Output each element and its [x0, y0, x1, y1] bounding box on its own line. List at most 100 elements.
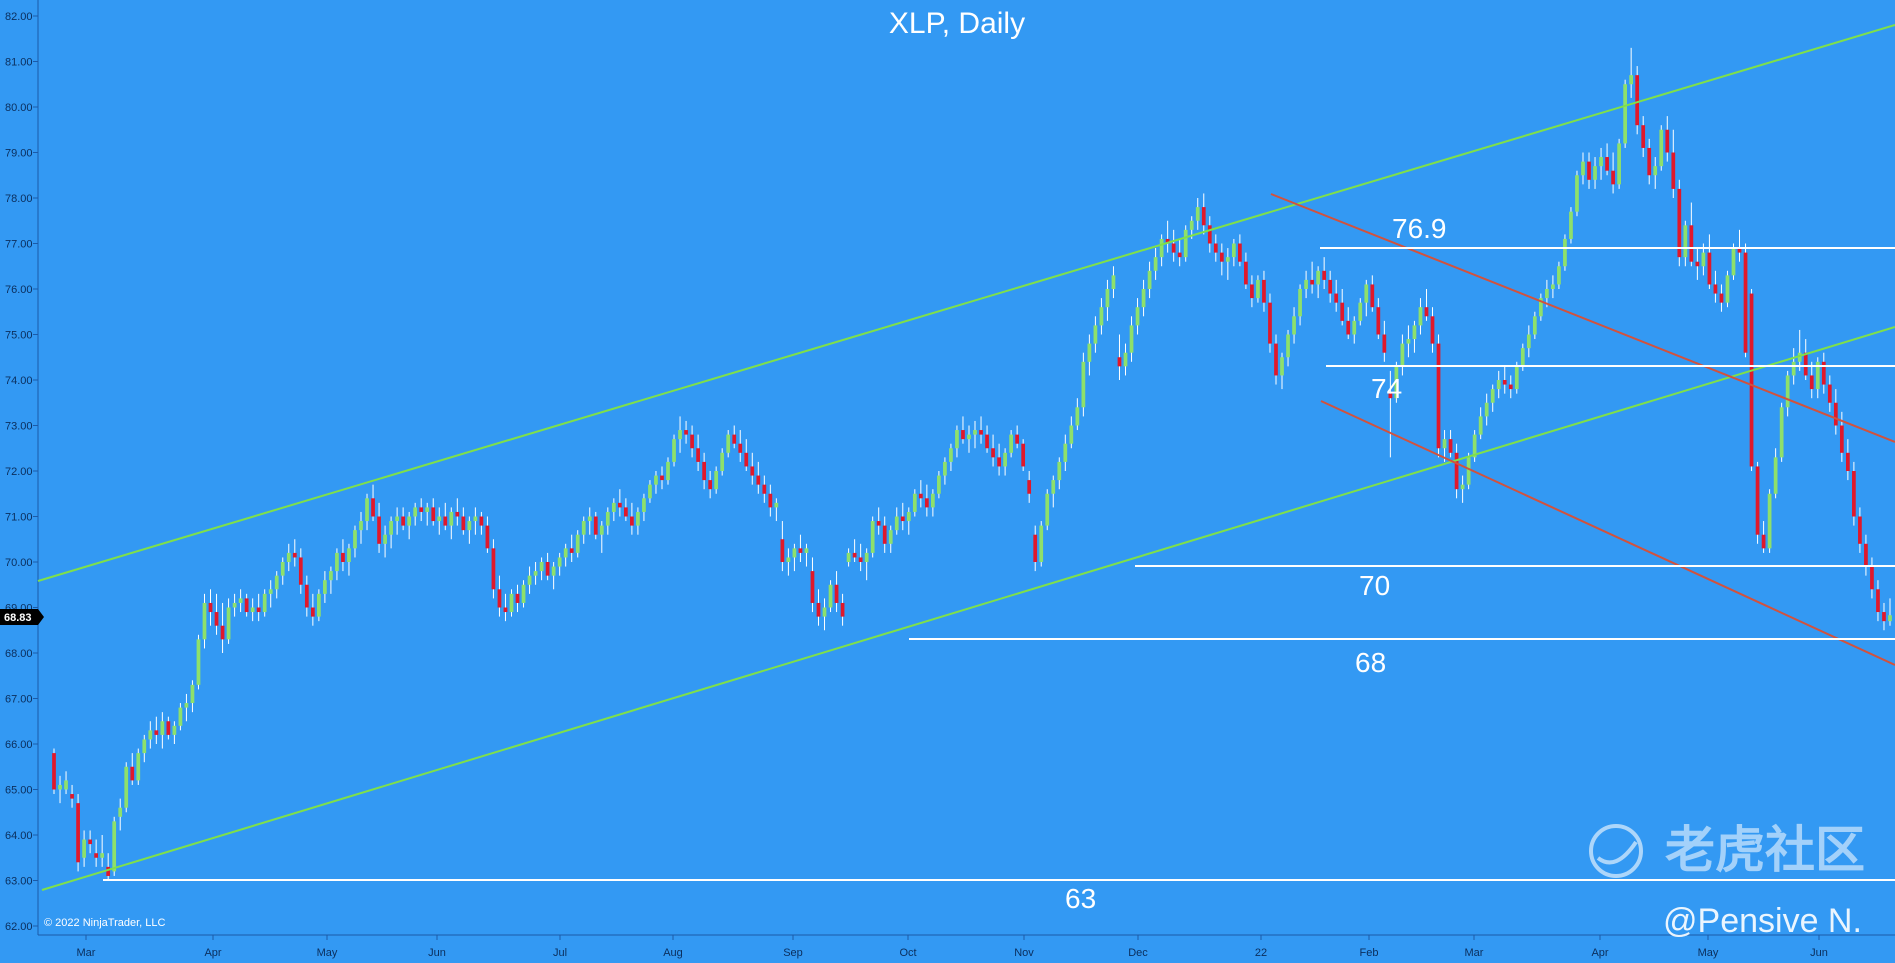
candle-body-down[interactable]	[1743, 252, 1748, 353]
candle-body-down[interactable]	[1328, 279, 1333, 294]
candle-body-up[interactable]	[286, 552, 291, 562]
candle-body-down[interactable]	[515, 593, 520, 603]
candle-body-down[interactable]	[1707, 252, 1712, 285]
candle-body-down[interactable]	[1430, 316, 1435, 344]
candle-body-down[interactable]	[1882, 612, 1886, 622]
candle-body-up[interactable]	[1286, 334, 1290, 358]
candle-body-up[interactable]	[1599, 157, 1603, 167]
candle-body-down[interactable]	[1262, 279, 1266, 303]
candle-body-down[interactable]	[1587, 161, 1591, 180]
candle-body-down[interactable]	[1845, 452, 1850, 471]
candle-body-up[interactable]	[1231, 243, 1236, 258]
candle-body-up[interactable]	[1135, 307, 1140, 326]
candle-body-up[interactable]	[1298, 289, 1302, 317]
candle-body-up[interactable]	[943, 461, 947, 476]
candle-body-up[interactable]	[1797, 352, 1802, 362]
candle-body-up[interactable]	[1081, 361, 1086, 408]
candle-body-up[interactable]	[202, 602, 207, 640]
candle-body-down[interactable]	[834, 584, 839, 603]
candle-body-up[interactable]	[726, 434, 731, 453]
candle-body-down[interactable]	[52, 753, 56, 790]
candle-body-up[interactable]	[1069, 425, 1074, 444]
candle-body-up[interactable]	[605, 511, 610, 526]
candle-body-down[interactable]	[702, 461, 706, 481]
candle-body-up[interactable]	[1141, 289, 1146, 308]
candle-body-up[interactable]	[955, 430, 959, 449]
candle-body-up[interactable]	[1394, 366, 1399, 399]
candle-body-down[interactable]	[1870, 566, 1874, 590]
candle-body-up[interactable]	[1364, 284, 1369, 303]
candle-body-down[interactable]	[1833, 402, 1838, 426]
candle-body-down[interactable]	[780, 539, 785, 562]
candle-body-up[interactable]	[1593, 166, 1597, 180]
candle-body-down[interactable]	[419, 507, 424, 512]
candle-body-up[interactable]	[1418, 307, 1423, 326]
candle-body-up[interactable]	[124, 766, 129, 808]
candle-body-down[interactable]	[997, 457, 1001, 467]
candle-body-down[interactable]	[485, 525, 490, 549]
candle-body-up[interactable]	[1183, 229, 1188, 258]
candle-body-up[interactable]	[1472, 434, 1477, 458]
candle-body-up[interactable]	[274, 575, 279, 590]
candle-body-down[interactable]	[624, 507, 628, 517]
candle-body-up[interactable]	[888, 530, 893, 544]
candle-body-down[interactable]	[840, 602, 845, 617]
candle-body-up[interactable]	[792, 548, 797, 558]
candle-body-down[interactable]	[94, 853, 99, 858]
candle-body-down[interactable]	[1448, 439, 1453, 453]
candle-body-down[interactable]	[130, 766, 135, 781]
candle-body-down[interactable]	[298, 557, 303, 585]
candle-body-down[interactable]	[1737, 248, 1742, 253]
candle-body-down[interactable]	[497, 589, 502, 608]
candle-body-down[interactable]	[1641, 125, 1646, 148]
candle-body-up[interactable]	[870, 521, 875, 553]
candle-body-up[interactable]	[1514, 366, 1519, 390]
candle-body-up[interactable]	[1051, 480, 1056, 494]
candle-body-up[interactable]	[527, 575, 532, 585]
candle-body-down[interactable]	[1803, 352, 1808, 376]
candle-body-up[interactable]	[1159, 238, 1164, 258]
candle-body-down[interactable]	[1605, 157, 1609, 171]
candle-body-down[interactable]	[1713, 284, 1718, 294]
candle-body-down[interactable]	[1858, 516, 1862, 544]
candle-body-down[interactable]	[1165, 238, 1170, 244]
candle-body-up[interactable]	[1099, 307, 1104, 326]
candle-body-down[interactable]	[762, 484, 767, 494]
upper-channel-line-green[interactable]	[37, 24, 1895, 582]
candle-body-up[interactable]	[82, 839, 86, 858]
candle-body-up[interactable]	[1358, 302, 1363, 321]
candle-body-down[interactable]	[70, 794, 74, 799]
candle-body-up[interactable]	[359, 521, 363, 531]
candle-body-down[interactable]	[1033, 534, 1038, 562]
candle-body-down[interactable]	[1424, 307, 1429, 317]
candle-body-up[interactable]	[347, 548, 351, 562]
candle-body-down[interactable]	[1502, 380, 1507, 385]
candle-body-up[interactable]	[587, 516, 592, 522]
candle-body-down[interactable]	[479, 516, 484, 526]
candle-body-up[interactable]	[1791, 361, 1796, 376]
candle-body-down[interactable]	[924, 498, 929, 508]
candle-body-up[interactable]	[1466, 457, 1471, 485]
candle-body-down[interactable]	[1015, 434, 1020, 444]
candle-body-up[interactable]	[190, 684, 195, 704]
candle-body-down[interactable]	[630, 516, 634, 526]
candle-body-up[interactable]	[118, 807, 123, 817]
candle-body-up[interactable]	[329, 571, 333, 581]
candle-body-down[interactable]	[371, 498, 375, 517]
candle-body-down[interactable]	[1749, 293, 1754, 467]
candle-body-down[interactable]	[1695, 261, 1700, 267]
candle-body-up[interactable]	[1045, 493, 1050, 526]
candle-body-down[interactable]	[1250, 284, 1254, 299]
candle-body-up[interactable]	[949, 448, 953, 462]
candle-body-up[interactable]	[58, 784, 62, 790]
candle-body-up[interactable]	[425, 507, 430, 512]
candle-body-down[interactable]	[76, 803, 80, 863]
candle-body-up[interactable]	[1400, 343, 1405, 367]
candle-body-down[interactable]	[1207, 225, 1212, 244]
candle-body-up[interactable]	[316, 593, 321, 617]
candle-body-up[interactable]	[1551, 284, 1555, 289]
candle-body-up[interactable]	[1087, 343, 1092, 362]
candle-body-down[interactable]	[1219, 252, 1224, 262]
candle-body-up[interactable]	[1256, 279, 1260, 299]
candle-body-up[interactable]	[581, 521, 586, 535]
